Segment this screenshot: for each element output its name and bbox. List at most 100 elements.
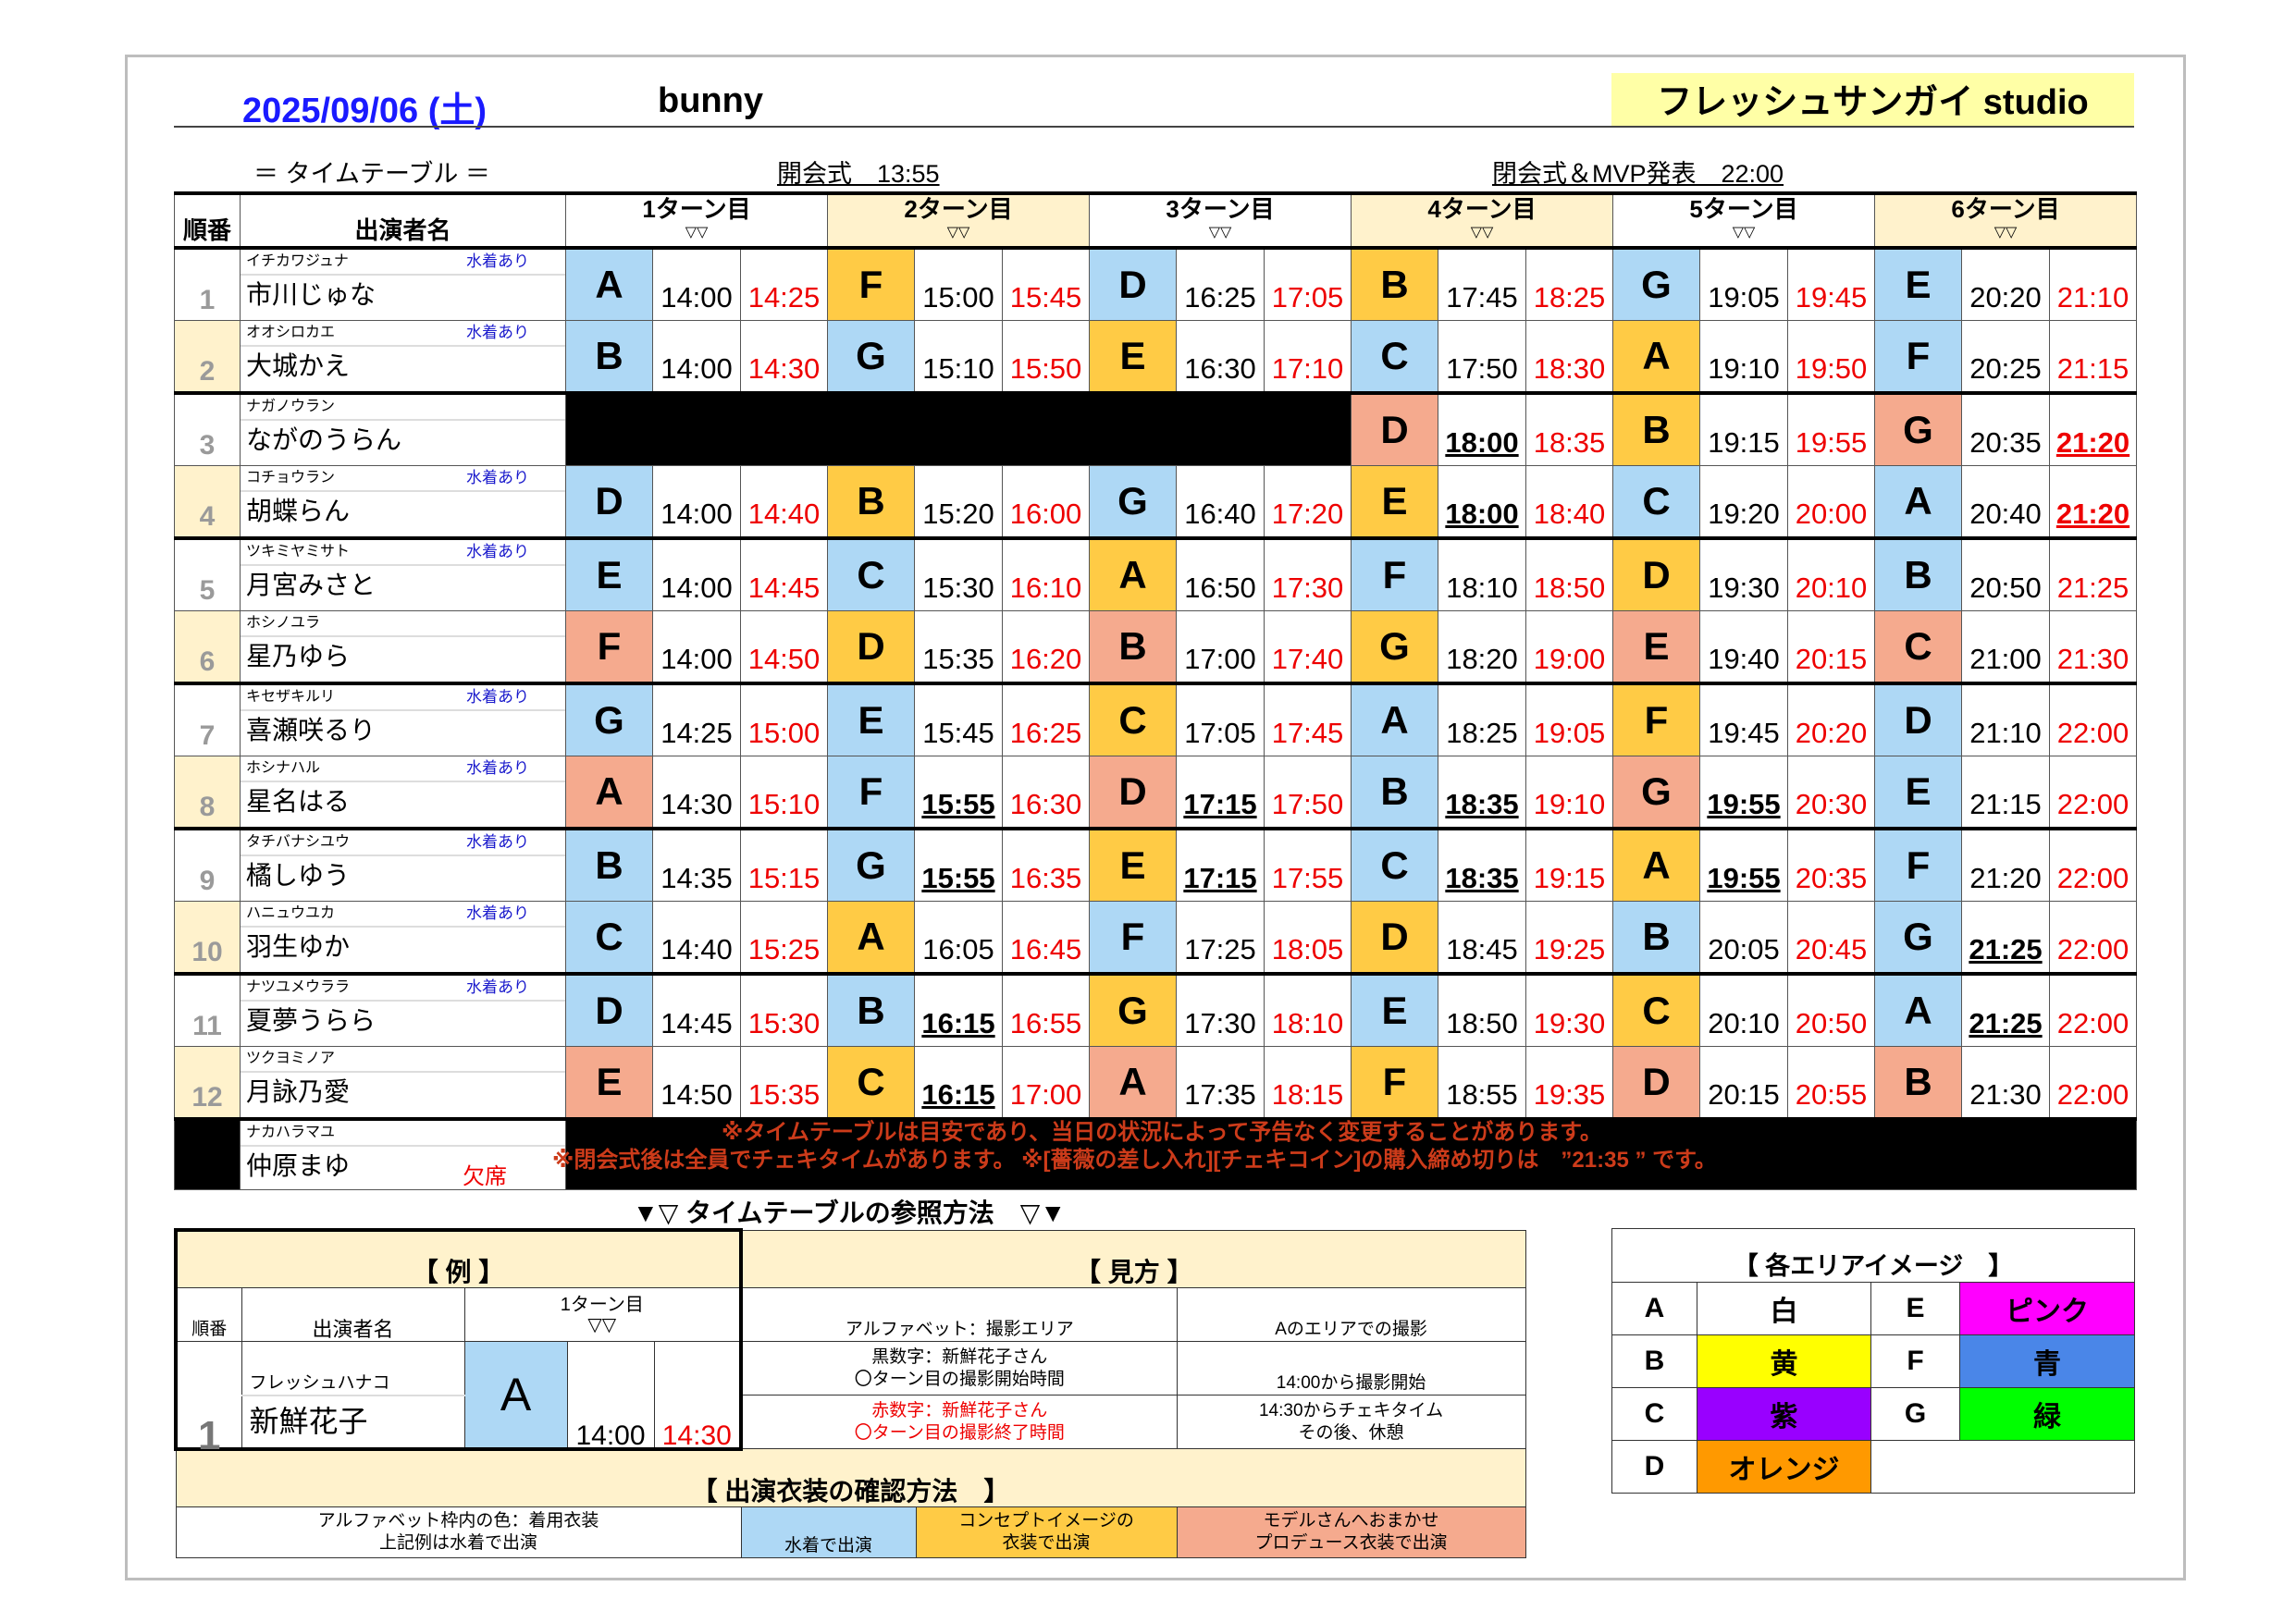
start-time: 14:00 bbox=[652, 247, 741, 321]
performer-cell: イチカワジュナ 水着あり 市川じゅな bbox=[240, 247, 566, 321]
table-row: 10 ハニュウユカ 水着あり 羽生ゆか C 14:40 15:25 A 16:05 16:45 F 1… bbox=[174, 901, 2137, 976]
col-header-performer: 出演者名 bbox=[240, 191, 566, 250]
area-letter: F bbox=[1874, 828, 1962, 902]
start-time: 18:55 bbox=[1438, 1046, 1526, 1121]
table-row: 9 タチバナシユウ 水着あり 橘しゆう B 14:35 15:15 G 15:55 16:35 E 1… bbox=[174, 828, 2137, 902]
area-letter: B bbox=[1874, 537, 1962, 611]
area-letter: E bbox=[1870, 1282, 1960, 1335]
performer-name: 市川じゅな bbox=[246, 280, 376, 309]
start-time: 19:30 bbox=[1699, 537, 1788, 611]
area-letter: G bbox=[1870, 1387, 1960, 1441]
start-time: 17:30 bbox=[1176, 973, 1265, 1047]
end-time: 18:25 bbox=[1525, 247, 1613, 321]
end-time: 15:10 bbox=[740, 756, 828, 830]
area-letter: A bbox=[565, 756, 653, 830]
area-letter: D bbox=[1351, 901, 1438, 976]
performer-cell: ツキミヤミサト 水着あり 月宮みさと bbox=[240, 537, 566, 611]
example-title: 【 例 】 bbox=[173, 1228, 744, 1288]
start-time: 17:50 bbox=[1438, 320, 1526, 395]
end-time: 19:50 bbox=[1787, 320, 1875, 395]
start-time: 18:35 bbox=[1438, 756, 1526, 830]
area-letter: D bbox=[565, 973, 653, 1047]
start-time: 15:55 bbox=[914, 828, 1003, 902]
area-letter: C bbox=[1351, 320, 1438, 395]
start-time: 14:40 bbox=[652, 901, 741, 976]
performer-name: 星名はる bbox=[246, 787, 351, 816]
end-time: 17:45 bbox=[1264, 682, 1352, 756]
table-row: 1 イチカワジュナ 水着あり 市川じゅな A 14:00 14:25 F 15:00 15:45 D… bbox=[174, 247, 2137, 321]
swimsuit-badge: 水着あり bbox=[466, 688, 529, 706]
swimsuit-badge: 水着あり bbox=[466, 324, 529, 341]
performer-name: 大城かえ bbox=[246, 351, 351, 380]
costume-concept-line2: 衣装で出演 bbox=[1002, 1532, 1091, 1553]
end-time: 19:10 bbox=[1525, 756, 1613, 830]
turn-label: 6ターン目 bbox=[1951, 194, 2060, 223]
start-time: 14:00 bbox=[652, 320, 741, 395]
area-letter: C bbox=[1611, 1387, 1697, 1441]
view-red-example-line1: 14:30からチェキタイム bbox=[1258, 1400, 1444, 1420]
area-letter: D bbox=[1612, 537, 1700, 611]
area-letter: F bbox=[1874, 320, 1962, 395]
area-letter: C bbox=[827, 1046, 915, 1121]
header-divider bbox=[174, 126, 2134, 128]
start-time: 14:30 bbox=[652, 756, 741, 830]
performer-cell: ナガノウラン ながのうらん bbox=[240, 392, 566, 466]
area-color-swatch: 緑 bbox=[1959, 1387, 2135, 1441]
unavailable-block bbox=[565, 392, 1352, 466]
end-time: 14:50 bbox=[740, 610, 828, 685]
performer-kana: タチバナシユウ bbox=[246, 834, 351, 850]
ex-turn-marker: ▽▽ bbox=[587, 1314, 617, 1335]
order-number bbox=[174, 1118, 241, 1190]
start-time: 14:45 bbox=[652, 973, 741, 1047]
area-letter: C bbox=[1874, 610, 1962, 685]
start-time: 21:00 bbox=[1961, 610, 2050, 685]
start-time: 17:15 bbox=[1176, 828, 1265, 902]
performer-kana: コチョウラン bbox=[246, 470, 336, 486]
end-time: 17:40 bbox=[1264, 610, 1352, 685]
area-letter: G bbox=[827, 828, 915, 902]
area-letter: D bbox=[1089, 247, 1177, 321]
area-legend-row: D オレンジ bbox=[1611, 1440, 2135, 1494]
swimsuit-badge: 水着あり bbox=[466, 759, 529, 777]
area-letter: C bbox=[827, 537, 915, 611]
area-letter: E bbox=[1089, 320, 1177, 395]
area-letter: B bbox=[1612, 901, 1700, 976]
start-time: 21:20 bbox=[1961, 828, 2050, 902]
start-time: 18:50 bbox=[1438, 973, 1526, 1047]
turn-header-3: 3ターン目 ▽▽ bbox=[1089, 191, 1352, 250]
area-legend-row: A 白 E ピンク bbox=[1611, 1282, 2135, 1335]
view-red-line2: 〇ターン目の撮影終了時間 bbox=[854, 1422, 1065, 1443]
end-time: 18:50 bbox=[1525, 537, 1613, 611]
area-letter: C bbox=[1351, 828, 1438, 902]
area-letter: B bbox=[1612, 392, 1700, 466]
area-letter: G bbox=[1089, 973, 1177, 1047]
end-time: 14:30 bbox=[740, 320, 828, 395]
start-time: 20:25 bbox=[1961, 320, 2050, 395]
start-time: 15:20 bbox=[914, 465, 1003, 540]
area-letter: B bbox=[1089, 610, 1177, 685]
closing-time: 閉会式＆MVP発表 22:00 bbox=[1492, 160, 1784, 188]
area-letter: C bbox=[1089, 682, 1177, 756]
area-letter: A bbox=[1612, 828, 1700, 902]
area-letter: F bbox=[827, 247, 915, 321]
view-h1: アルファベット：撮影エリア bbox=[740, 1287, 1178, 1342]
area-letter: A bbox=[565, 247, 653, 321]
performer-name: 喜瀬咲るり bbox=[246, 716, 376, 744]
area-letter: A bbox=[827, 901, 915, 976]
start-time: 15:55 bbox=[914, 756, 1003, 830]
end-time: 16:25 bbox=[1002, 682, 1090, 756]
view-black-line2: 〇ターン目の撮影開始時間 bbox=[854, 1369, 1065, 1389]
area-letter: G bbox=[1612, 247, 1700, 321]
ex-turn-label: 1ターン目 bbox=[560, 1294, 644, 1315]
area-letter: B bbox=[1611, 1334, 1697, 1388]
ex-order: 1 bbox=[174, 1341, 242, 1456]
start-time: 20:05 bbox=[1699, 901, 1788, 976]
start-time: 15:35 bbox=[914, 610, 1003, 685]
turn-header-2: 2ターン目 ▽▽ bbox=[827, 191, 1090, 250]
end-time: 20:50 bbox=[1787, 973, 1875, 1047]
order-number: 3 bbox=[174, 392, 241, 466]
start-time: 17:35 bbox=[1176, 1046, 1265, 1121]
studio-name: フレッシュサンガイ studio bbox=[1611, 73, 2134, 126]
performer-kana: ナカハラマユ bbox=[246, 1125, 336, 1140]
